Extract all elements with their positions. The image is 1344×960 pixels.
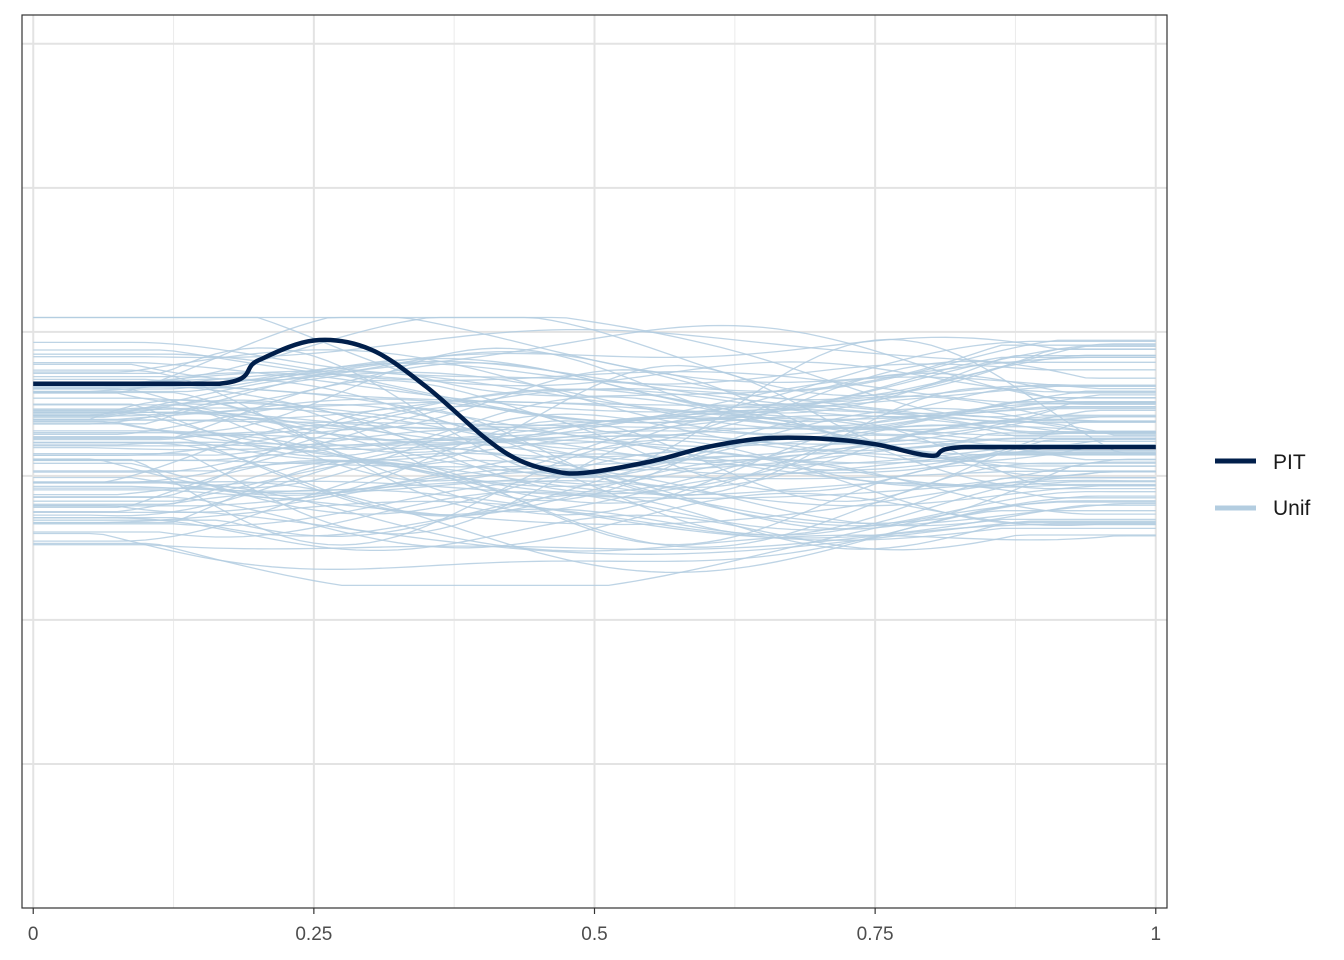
unif-line [33, 349, 1156, 435]
unif-line [33, 428, 1156, 471]
y-gridlines [22, 42, 1167, 765]
unif-line [33, 494, 1156, 550]
unif-line [33, 384, 1156, 406]
unif-line [33, 416, 1156, 462]
unif-line [33, 385, 1156, 445]
unif-line [33, 489, 1156, 539]
legend-label-unif: Unif [1273, 497, 1311, 520]
unif-line [33, 362, 1156, 413]
x-tick-label: 0.5 [581, 924, 607, 945]
unif-line [33, 514, 1156, 552]
x-tick-label: 0 [28, 924, 39, 945]
pit-line [33, 337, 1156, 476]
unif-line [33, 416, 1156, 535]
unif-line [33, 430, 1156, 461]
unif-line [33, 354, 1156, 414]
unif-line [33, 405, 1156, 492]
unif-series-group [33, 316, 1156, 587]
unif-line [33, 437, 1156, 468]
unif-line [33, 401, 1156, 421]
x-tick-label: 1 [1150, 924, 1161, 945]
unif-line [33, 424, 1156, 504]
unif-line [33, 338, 1156, 477]
unif-line [33, 447, 1156, 536]
unif-line [33, 364, 1156, 465]
unif-line [33, 439, 1156, 546]
unif-line [33, 480, 1156, 574]
unif-line [33, 490, 1156, 538]
unif-line [33, 414, 1156, 516]
unif-line [33, 511, 1156, 555]
pit-series-group [33, 337, 1156, 476]
unif-line [33, 480, 1156, 524]
unif-line [33, 431, 1156, 461]
unif-line [33, 420, 1156, 503]
legend: PIT Unif [1215, 451, 1311, 520]
unif-line [33, 501, 1156, 587]
x-tick-label: 0.25 [295, 924, 332, 945]
x-axis-tick-labels: 0 0.25 0.5 0.75 1 [28, 924, 1161, 945]
legend-label-pit: PIT [1273, 451, 1306, 474]
unif-line [33, 476, 1156, 537]
unif-line [33, 376, 1156, 429]
unif-line [33, 407, 1156, 475]
unif-line [33, 418, 1156, 495]
x-axis-ticks [32, 908, 1157, 914]
unif-line [33, 350, 1156, 401]
unif-line [33, 471, 1156, 526]
unif-line [33, 479, 1156, 499]
x-tick-label: 0.75 [857, 924, 894, 945]
